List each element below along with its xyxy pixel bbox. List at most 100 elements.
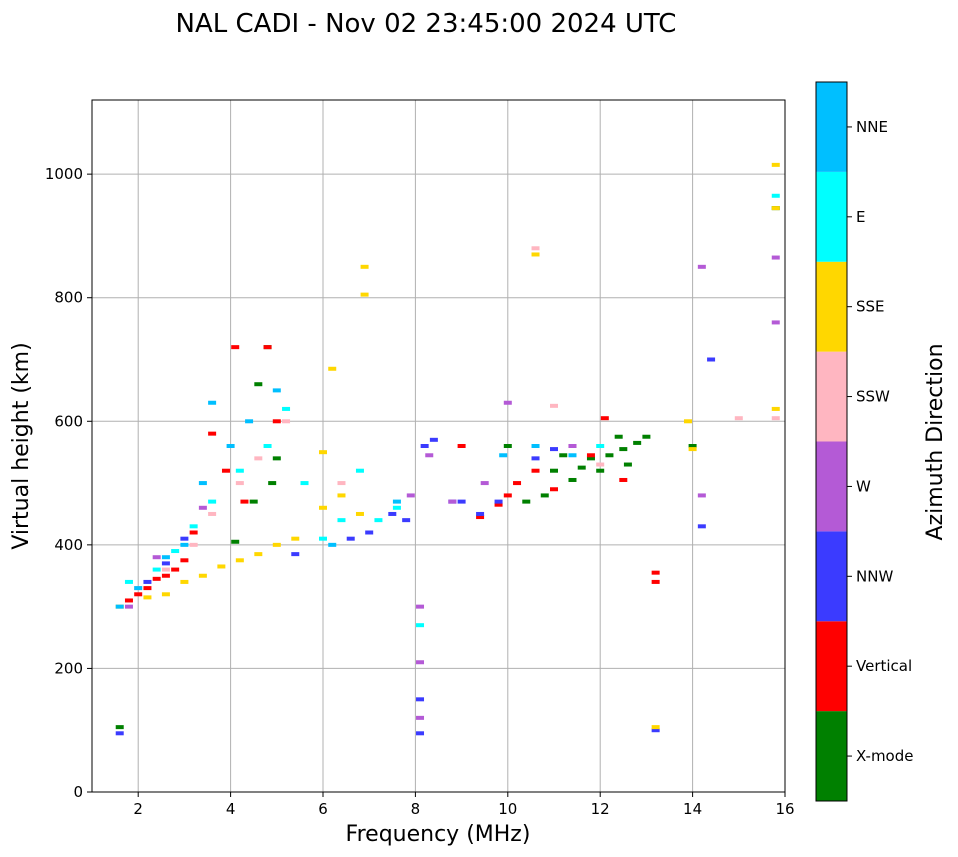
data-point bbox=[734, 416, 743, 421]
data-point bbox=[115, 604, 124, 609]
data-point bbox=[254, 382, 263, 387]
data-point bbox=[531, 468, 540, 473]
data-point bbox=[771, 162, 780, 167]
data-point bbox=[416, 623, 425, 628]
series-ssw bbox=[134, 246, 780, 591]
data-point bbox=[263, 345, 272, 350]
data-point bbox=[420, 444, 429, 448]
x-tick-label: 2 bbox=[133, 800, 143, 818]
x-tick-label: 10 bbox=[498, 800, 517, 818]
data-point bbox=[771, 416, 780, 421]
data-point bbox=[300, 481, 309, 486]
series-vertical bbox=[124, 345, 660, 603]
data-point bbox=[337, 481, 346, 486]
data-point bbox=[388, 511, 397, 516]
data-point bbox=[124, 598, 133, 603]
data-point bbox=[161, 567, 170, 572]
data-point bbox=[499, 453, 508, 458]
data-point bbox=[707, 357, 716, 362]
data-point bbox=[651, 570, 660, 575]
colorbar-label: Azimuth Direction bbox=[923, 343, 948, 540]
data-point bbox=[540, 493, 549, 498]
data-point bbox=[134, 586, 143, 591]
data-point bbox=[272, 456, 281, 461]
colorbar-tick-label: W bbox=[856, 477, 871, 495]
data-point bbox=[568, 453, 577, 458]
colorbar-segment bbox=[816, 531, 847, 622]
data-point bbox=[651, 579, 660, 584]
data-point bbox=[531, 456, 540, 461]
colorbar: X-mode Vertical NNW W SSW SSE E NNE bbox=[816, 82, 913, 801]
data-point bbox=[550, 468, 558, 473]
data-point bbox=[586, 456, 595, 461]
data-point bbox=[596, 444, 605, 448]
data-point bbox=[235, 468, 244, 473]
colorbar-tick-label: E bbox=[856, 208, 865, 226]
y-tick-label: 400 bbox=[54, 536, 83, 554]
data-point bbox=[124, 579, 133, 584]
colorbar-tick-label: NNE bbox=[856, 118, 888, 136]
chart-title: NAL CADI - Nov 02 23:45:00 2024 UTC bbox=[176, 9, 677, 39]
data-point bbox=[115, 731, 124, 736]
data-point bbox=[240, 499, 249, 504]
x-tick-label: 16 bbox=[775, 800, 794, 818]
data-point bbox=[619, 447, 628, 452]
data-point bbox=[550, 447, 558, 452]
data-point bbox=[642, 434, 651, 439]
data-point bbox=[337, 493, 346, 498]
colorbar-tick-label: NNW bbox=[856, 567, 893, 585]
data-point bbox=[217, 564, 226, 569]
x-tick-label: 14 bbox=[683, 800, 702, 818]
data-point bbox=[605, 453, 614, 458]
data-point bbox=[143, 586, 152, 591]
data-point bbox=[180, 558, 189, 563]
data-point bbox=[152, 576, 161, 581]
x-tick-label: 12 bbox=[591, 800, 610, 818]
colorbar-segment bbox=[816, 711, 847, 801]
data-point bbox=[480, 481, 489, 486]
data-point bbox=[416, 604, 425, 609]
data-point bbox=[374, 518, 383, 523]
data-point bbox=[282, 406, 291, 411]
x-axis-ticks: 2 4 6 8 10 12 14 16 bbox=[133, 792, 795, 818]
data-point bbox=[319, 536, 327, 541]
colorbar-tick-label: SSE bbox=[856, 298, 885, 316]
data-point bbox=[180, 536, 189, 541]
data-point bbox=[688, 447, 697, 452]
data-point bbox=[231, 539, 240, 544]
data-point bbox=[531, 246, 540, 251]
data-point bbox=[254, 552, 263, 557]
series-w bbox=[124, 255, 780, 720]
data-point bbox=[697, 493, 706, 498]
x-axis-label: Frequency (MHz) bbox=[346, 822, 531, 847]
data-point bbox=[365, 530, 374, 535]
data-point bbox=[319, 450, 327, 455]
data-point bbox=[476, 515, 485, 520]
y-tick-label: 800 bbox=[54, 289, 83, 307]
data-point bbox=[683, 419, 692, 424]
data-point bbox=[235, 481, 244, 486]
data-point bbox=[392, 499, 401, 504]
data-point bbox=[402, 518, 411, 523]
data-point bbox=[360, 292, 369, 297]
plot-background bbox=[92, 100, 785, 792]
y-axis-ticks: 0 200 400 600 800 1000 bbox=[45, 165, 92, 801]
data-point bbox=[503, 493, 512, 498]
data-point bbox=[771, 193, 780, 198]
data-point bbox=[355, 511, 364, 516]
data-point bbox=[457, 499, 466, 504]
colorbar-segment bbox=[816, 621, 847, 712]
data-point bbox=[360, 264, 369, 269]
data-point bbox=[226, 444, 235, 448]
data-point bbox=[416, 660, 425, 665]
data-point bbox=[180, 579, 189, 584]
data-point bbox=[619, 477, 628, 482]
data-point bbox=[208, 431, 217, 436]
data-point bbox=[161, 592, 170, 597]
data-point bbox=[198, 481, 207, 486]
data-point bbox=[531, 444, 540, 448]
data-point bbox=[600, 416, 609, 421]
data-point bbox=[688, 444, 697, 448]
data-point bbox=[328, 542, 337, 547]
